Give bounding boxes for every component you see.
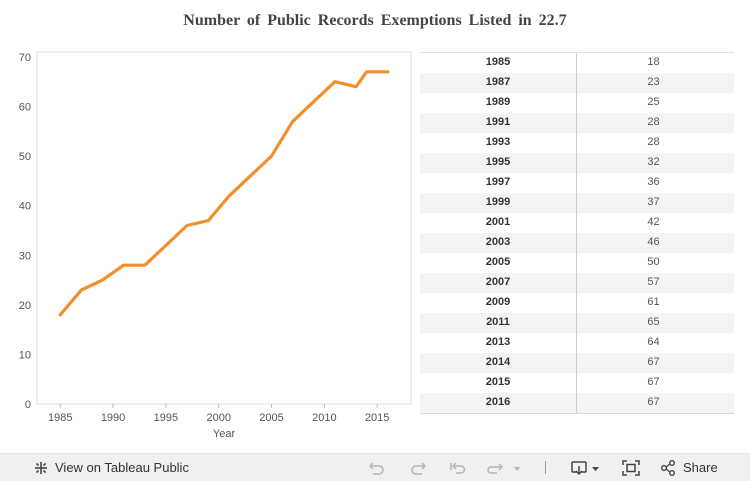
year-cell: 2013 xyxy=(420,333,577,353)
line-chart: 0 10 20 30 40 50 60 70 1985 1990 1995 2000 2005 2010… xyxy=(19,51,412,440)
undo-button[interactable] xyxy=(368,454,386,481)
chart-title: Number of Public Records Exemptions List… xyxy=(183,12,567,29)
value-cell: 28 xyxy=(647,136,660,148)
refresh-icon xyxy=(487,462,520,474)
undo-icon xyxy=(368,461,384,475)
table-row[interactable]: 1987 23 xyxy=(420,73,734,93)
table-row[interactable]: 1997 36 xyxy=(420,173,734,193)
download-icon xyxy=(571,460,599,475)
year-cell: 2003 xyxy=(420,233,577,253)
year-cell: 1999 xyxy=(420,193,577,213)
year-cell: 2014 xyxy=(420,353,577,373)
share-button[interactable]: Share xyxy=(660,454,718,481)
toolbar-separator xyxy=(545,461,546,474)
year-cell: 1987 xyxy=(420,73,577,93)
x-tick-label: 2005 xyxy=(259,412,283,424)
table-row[interactable]: 1989 25 xyxy=(420,93,734,113)
plot-area xyxy=(36,51,412,405)
value-cell: 65 xyxy=(647,316,660,328)
value-cell: 32 xyxy=(647,156,660,168)
download-button[interactable] xyxy=(571,454,601,481)
share-icon xyxy=(661,459,675,476)
y-tick-label: 70 xyxy=(19,52,31,64)
y-tick-label: 0 xyxy=(25,399,31,411)
view-on-tableau-label: View on Tableau Public xyxy=(55,460,189,475)
data-table: 1985 18 1987 23 1989 25 1991 28 1993 28 1995 32 1997… xyxy=(420,52,734,414)
fullscreen-button[interactable] xyxy=(622,454,640,481)
table-row[interactable]: 1991 28 xyxy=(420,113,734,133)
year-cell: 1997 xyxy=(420,173,577,193)
y-tick-label: 30 xyxy=(19,250,31,262)
table-row[interactable]: 1995 32 xyxy=(420,153,734,173)
fullscreen-icon xyxy=(622,459,640,476)
year-cell: 1991 xyxy=(420,113,577,133)
table-row[interactable]: 2015 67 xyxy=(420,373,734,393)
revert-icon xyxy=(450,461,466,474)
tableau-logo-icon xyxy=(35,461,47,474)
year-cell: 1995 xyxy=(420,153,577,173)
value-cell: 23 xyxy=(647,76,660,88)
x-tick-label: 2000 xyxy=(206,412,230,424)
table-row[interactable]: 2011 65 xyxy=(420,313,734,333)
value-cell: 67 xyxy=(647,396,660,408)
table-row[interactable]: 2005 50 xyxy=(420,253,734,273)
table-row[interactable]: 1993 28 xyxy=(420,133,734,153)
table-row[interactable]: 2013 64 xyxy=(420,333,734,353)
value-cell: 42 xyxy=(647,216,660,228)
year-cell: 2005 xyxy=(420,253,577,273)
redo-button[interactable] xyxy=(409,454,427,481)
year-cell: 2015 xyxy=(420,373,577,393)
table-row[interactable]: 1985 18 xyxy=(420,53,734,73)
table-row[interactable]: 2001 42 xyxy=(420,213,734,233)
y-tick-label: 20 xyxy=(19,300,31,312)
value-cell: 57 xyxy=(647,276,660,288)
year-cell: 2007 xyxy=(420,273,577,293)
year-cell: 2011 xyxy=(420,313,577,333)
table-row[interactable]: 2009 61 xyxy=(420,293,734,313)
y-tick-label: 60 xyxy=(19,102,31,114)
y-tick-label: 40 xyxy=(19,201,31,213)
redo-icon xyxy=(411,461,427,475)
toolbar: View on Tableau Public xyxy=(0,453,750,481)
refresh-button[interactable] xyxy=(485,454,521,481)
table-row[interactable]: 2014 67 xyxy=(420,353,734,373)
table-row[interactable]: 1999 37 xyxy=(420,193,734,213)
year-cell: 1985 xyxy=(420,53,577,73)
x-tick-label: 1985 xyxy=(48,412,72,424)
year-cell: 1993 xyxy=(420,133,577,153)
share-label: Share xyxy=(683,460,718,475)
table-row[interactable]: 2007 57 xyxy=(420,273,734,293)
value-cell: 67 xyxy=(647,376,660,388)
series-line[interactable] xyxy=(58,70,390,317)
year-cell: 2016 xyxy=(420,393,577,413)
value-cell: 28 xyxy=(647,116,660,128)
x-tick-label: 2010 xyxy=(312,412,336,424)
series-group xyxy=(58,70,390,317)
year-cell: 2009 xyxy=(420,293,577,313)
x-tick-label: 2015 xyxy=(365,412,389,424)
y-tick-label: 50 xyxy=(19,151,31,163)
value-cell: 25 xyxy=(647,96,660,108)
view-on-tableau-button[interactable]: View on Tableau Public xyxy=(33,454,189,481)
value-cell: 61 xyxy=(647,296,660,308)
value-cell: 36 xyxy=(647,176,660,188)
value-cell: 64 xyxy=(647,336,660,348)
x-tick-label: 1990 xyxy=(101,412,125,424)
year-cell: 2001 xyxy=(420,213,577,233)
value-cell: 37 xyxy=(647,196,660,208)
value-cell: 46 xyxy=(647,236,660,248)
year-cell: 1989 xyxy=(420,93,577,113)
x-axis-title: Year xyxy=(213,428,236,440)
y-tick-label: 10 xyxy=(19,349,31,361)
revert-button[interactable] xyxy=(449,454,467,481)
y-axis: 0 10 20 30 40 50 60 70 xyxy=(19,52,31,411)
table-row[interactable]: 2016 67 xyxy=(420,393,734,413)
table-row[interactable]: 2003 46 xyxy=(420,233,734,253)
value-cell: 67 xyxy=(647,356,660,368)
x-axis: 1985 1990 1995 2000 2005 2010 2015 xyxy=(48,404,389,424)
value-cell: 50 xyxy=(647,256,660,268)
x-tick-label: 1995 xyxy=(154,412,178,424)
value-cell: 18 xyxy=(647,56,660,68)
